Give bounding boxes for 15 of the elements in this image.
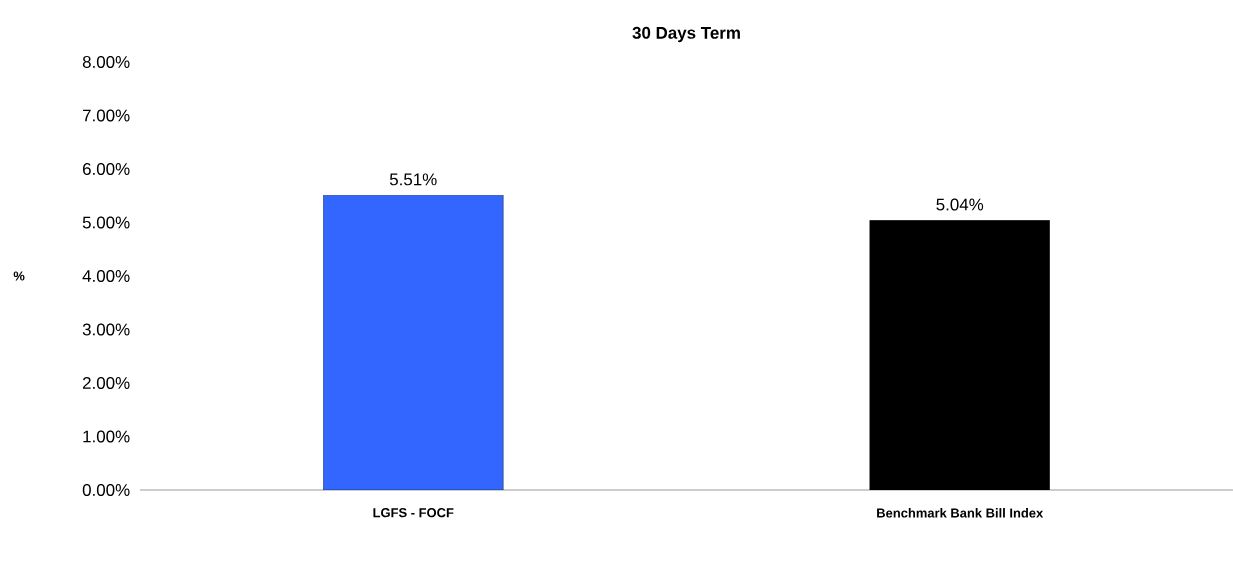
y-tick-label: 7.00% bbox=[83, 109, 130, 122]
y-tick-label: 1.00% bbox=[83, 430, 130, 443]
y-tick-label: 4.00% bbox=[82, 270, 130, 282]
x-tick-label: LGFS - FOCF bbox=[373, 508, 454, 518]
y-axis-title: % bbox=[13, 271, 25, 281]
x-tick-label: Benchmark Bank Bill Index bbox=[877, 508, 1044, 518]
y-tick-label: 0.00% bbox=[82, 484, 130, 496]
data-label: 5.04% bbox=[936, 198, 984, 211]
y-tick-label: 2.00% bbox=[82, 377, 130, 389]
chart-title: 30 Days Term bbox=[632, 26, 740, 43]
y-tick-label: 6.00% bbox=[82, 163, 130, 175]
y-tick-label: 3.00% bbox=[82, 323, 130, 336]
data-label: 5.51% bbox=[389, 173, 437, 186]
y-tick-label: 5.00% bbox=[82, 216, 130, 229]
y-tick-label: 8.00% bbox=[82, 56, 130, 68]
